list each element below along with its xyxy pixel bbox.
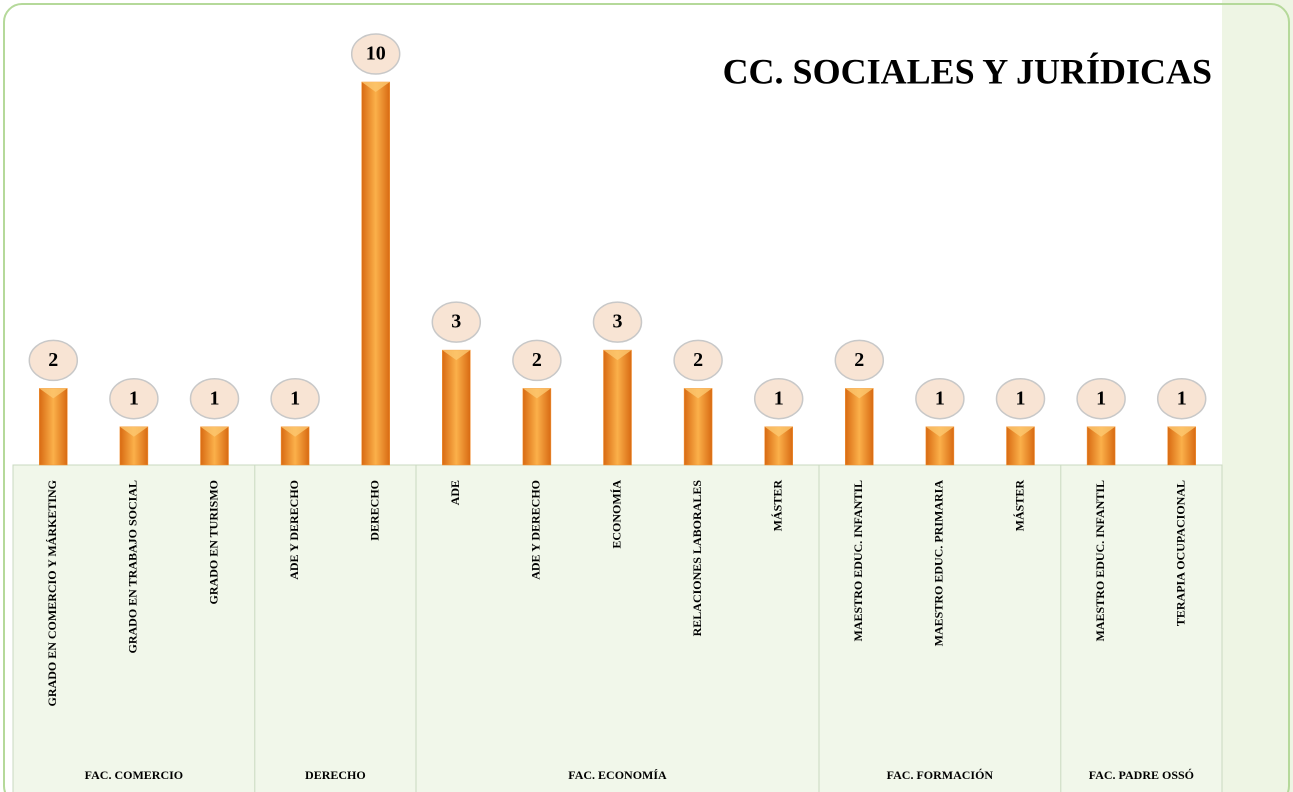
label-bubble bbox=[28, 339, 79, 382]
value-label: 1 bbox=[210, 387, 220, 409]
bar-cap bbox=[1006, 426, 1035, 437]
value-label: 1 bbox=[129, 387, 139, 409]
label-bubble bbox=[1156, 377, 1207, 420]
x-tick-label: MÁSTER bbox=[1012, 480, 1026, 532]
label-bubble bbox=[189, 377, 240, 420]
group-label: FAC. ECONOMÍA bbox=[568, 768, 667, 782]
chart-title: CC. SOCIALES Y JURÍDICAS bbox=[723, 51, 1212, 91]
bar bbox=[845, 388, 874, 466]
bar-cap bbox=[281, 426, 310, 437]
category-table bbox=[12, 464, 1223, 792]
label-bubble bbox=[431, 301, 482, 343]
label-bubble bbox=[1076, 377, 1126, 420]
bar-cap bbox=[684, 388, 713, 399]
value-label: 1 bbox=[774, 387, 784, 409]
group-label: FAC. COMERCIO bbox=[85, 768, 183, 782]
x-tick-label: GRADO EN TURISMO bbox=[206, 480, 220, 604]
x-tick-label: RELACIONES LABORALES bbox=[690, 480, 704, 637]
label-bubble bbox=[915, 377, 965, 420]
group-label: FAC. PADRE OSSÓ bbox=[1089, 768, 1194, 782]
value-label: 1 bbox=[1096, 387, 1106, 409]
bar bbox=[39, 388, 68, 466]
label-bubble bbox=[834, 339, 885, 382]
bar-cap bbox=[442, 350, 471, 361]
side-strip bbox=[1222, 0, 1293, 792]
x-tick-label: MÁSTER bbox=[770, 480, 784, 532]
bar-cap bbox=[845, 388, 874, 399]
bar-cap bbox=[925, 426, 954, 437]
bar-cap bbox=[522, 388, 551, 399]
bar bbox=[361, 81, 390, 466]
label-bubble bbox=[512, 339, 562, 382]
x-tick-label: TERAPIA OCUPACIONAL bbox=[1173, 480, 1187, 626]
bar-cap bbox=[39, 388, 68, 399]
value-label: 2 bbox=[532, 349, 542, 371]
bar bbox=[1167, 426, 1196, 466]
label-bubble bbox=[995, 377, 1046, 420]
value-label: 2 bbox=[693, 349, 703, 371]
bar bbox=[603, 349, 632, 466]
x-tick-label: ADE Y DERECHO bbox=[287, 480, 301, 580]
x-tick-label: DERECHO bbox=[367, 480, 381, 541]
value-label: 3 bbox=[613, 311, 623, 333]
x-tick-label: MAESTRO EDUC. INFANTIL bbox=[1093, 480, 1107, 641]
bar bbox=[200, 426, 229, 466]
value-label: 1 bbox=[1177, 387, 1187, 409]
label-bubble bbox=[270, 377, 320, 420]
value-label: 1 bbox=[290, 387, 300, 409]
x-tick-label: ECONOMÍA bbox=[609, 480, 623, 549]
value-label: 3 bbox=[451, 311, 461, 333]
x-tick-label: GRADO EN TRABAJO SOCIAL bbox=[126, 480, 140, 653]
x-tick-label: GRADO EN COMERCIO Y MÁRKETING bbox=[45, 480, 59, 706]
x-tick-label: MAESTRO EDUC. INFANTIL bbox=[851, 480, 865, 641]
label-bubble bbox=[109, 377, 159, 420]
bar-cap bbox=[119, 426, 148, 437]
label-bubble bbox=[350, 33, 401, 75]
bar-cap bbox=[200, 426, 229, 437]
value-label: 10 bbox=[366, 43, 386, 65]
frame bbox=[3, 3, 1290, 792]
bar-cap bbox=[361, 82, 390, 92]
value-label: 1 bbox=[935, 387, 945, 409]
label-bubble bbox=[673, 339, 723, 382]
x-tick-label: ADE Y DERECHO bbox=[529, 480, 543, 580]
group-label: DERECHO bbox=[305, 768, 366, 782]
bar-cap bbox=[1167, 426, 1196, 437]
bar-cap bbox=[1087, 426, 1116, 437]
bar-cap bbox=[764, 426, 793, 437]
x-tick-label: MAESTRO EDUC. PRIMARIA bbox=[932, 480, 946, 647]
value-label: 2 bbox=[48, 349, 58, 371]
value-label: 1 bbox=[1016, 387, 1026, 409]
label-bubble bbox=[592, 301, 643, 343]
x-tick-label: ADE bbox=[448, 480, 462, 505]
group-label: FAC. FORMACIÓN bbox=[887, 768, 994, 782]
label-bubble bbox=[753, 377, 804, 420]
bar bbox=[442, 349, 471, 466]
bar bbox=[522, 388, 552, 466]
value-label: 2 bbox=[854, 349, 864, 371]
bar bbox=[683, 388, 713, 466]
bar-cap bbox=[603, 350, 632, 361]
